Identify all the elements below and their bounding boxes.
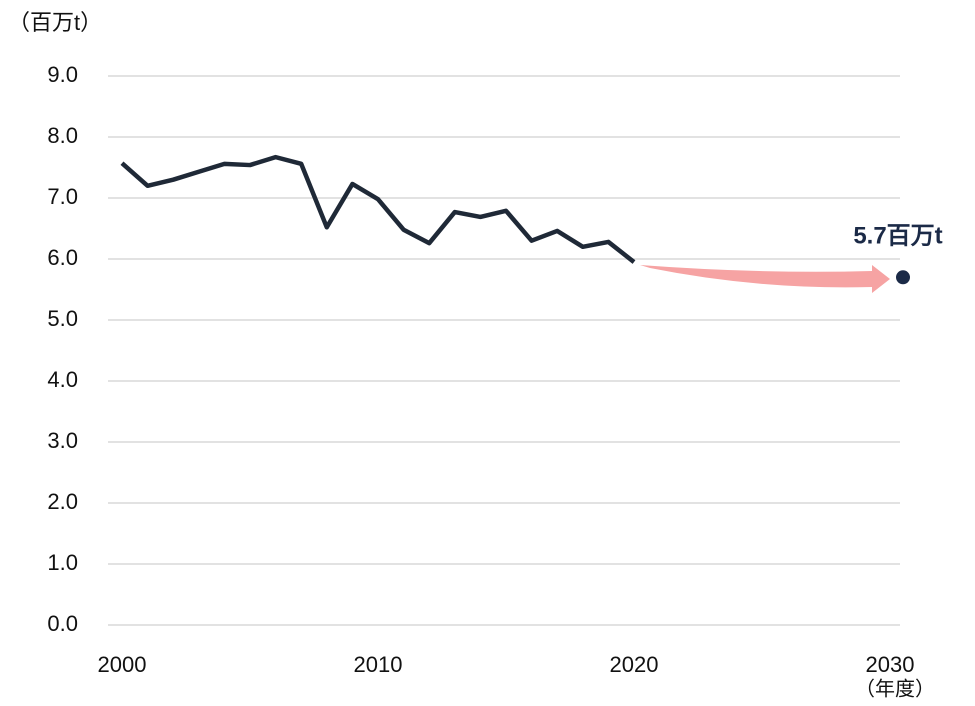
y-tick-label: 2.0 bbox=[47, 489, 78, 514]
x-unit-label: （年度） bbox=[855, 677, 935, 700]
y-tick-label: 8.0 bbox=[47, 123, 78, 148]
y-tick-label: 6.0 bbox=[47, 245, 78, 270]
data-line bbox=[120, 154, 636, 264]
x-tick-label: 2010 bbox=[354, 652, 403, 677]
y-tick-label: 0.0 bbox=[47, 611, 78, 636]
y-tick-label: 3.0 bbox=[47, 428, 78, 453]
target-label: 5.7百万t bbox=[853, 223, 942, 250]
y-tick-label: 1.0 bbox=[47, 550, 78, 575]
y-tick-label: 7.0 bbox=[47, 184, 78, 209]
x-tick-label: 2000 bbox=[98, 652, 147, 677]
y-unit-label: （百万t） bbox=[8, 10, 102, 35]
y-tick-label: 5.0 bbox=[47, 306, 78, 331]
y-tick-label: 9.0 bbox=[47, 62, 78, 87]
trend-arrow bbox=[640, 265, 890, 293]
x-tick-label: 2030 bbox=[866, 652, 915, 677]
y-tick-label: 4.0 bbox=[47, 367, 78, 392]
target-point bbox=[896, 270, 910, 285]
x-tick-label: 2020 bbox=[610, 652, 659, 677]
